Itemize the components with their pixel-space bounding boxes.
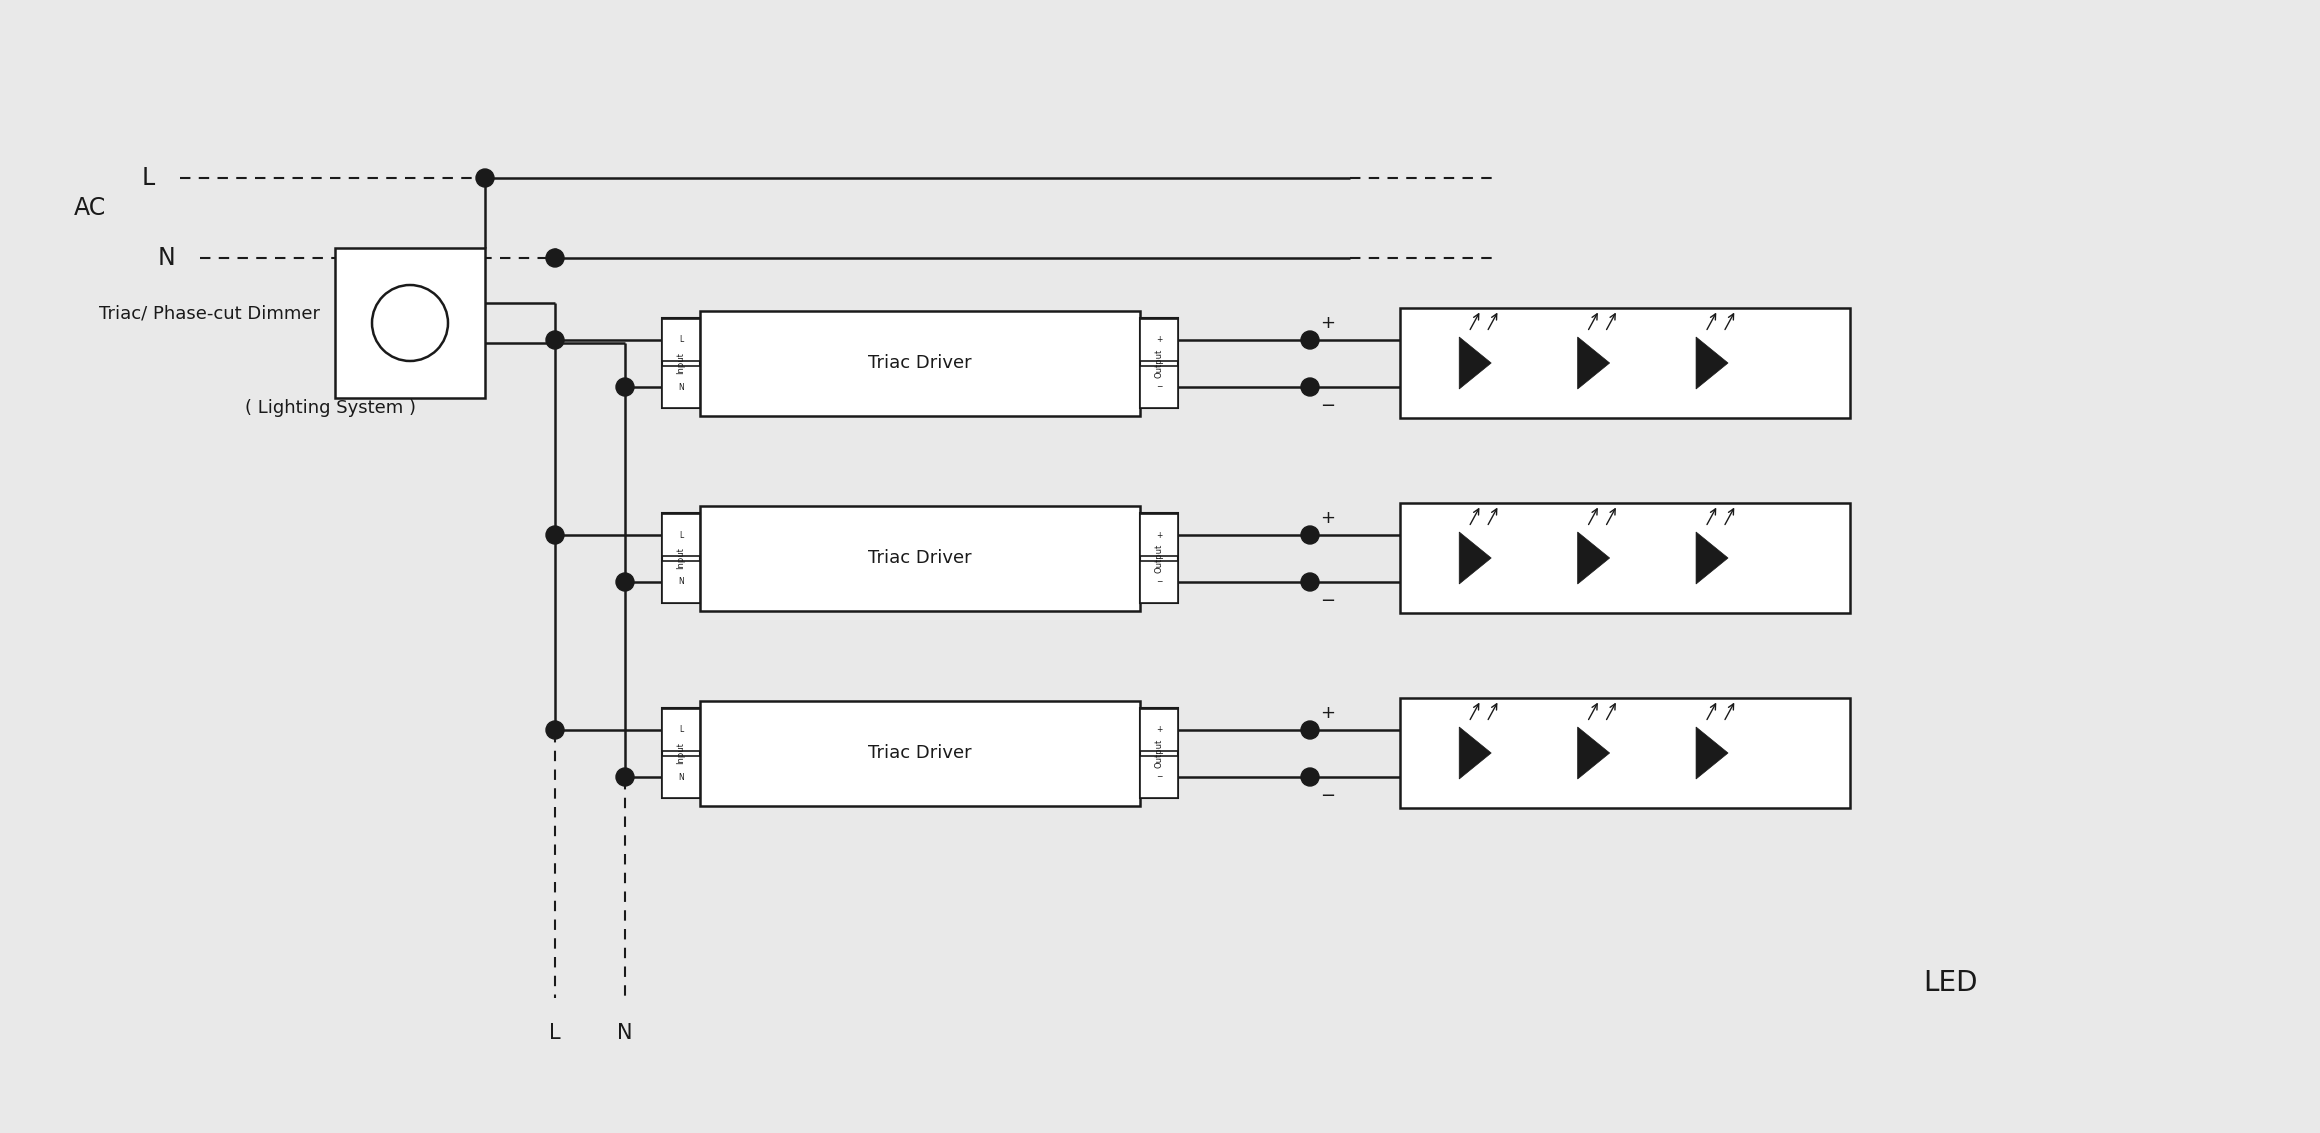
Bar: [1139, 320, 1179, 361]
Circle shape: [1302, 331, 1320, 349]
Polygon shape: [1459, 727, 1492, 780]
Bar: [1139, 709, 1179, 751]
Bar: [334, 248, 485, 398]
Circle shape: [545, 249, 564, 267]
Circle shape: [617, 378, 633, 397]
Circle shape: [617, 573, 633, 591]
Text: −: −: [1320, 787, 1334, 806]
Text: −: −: [1320, 593, 1334, 610]
Text: AC: AC: [74, 196, 107, 220]
Text: N: N: [617, 1023, 633, 1043]
Text: +: +: [1155, 335, 1162, 344]
Bar: [661, 320, 701, 361]
Bar: [1399, 698, 1849, 808]
Text: −: −: [1155, 578, 1162, 587]
Circle shape: [476, 169, 494, 187]
Circle shape: [1302, 378, 1320, 397]
Bar: [661, 561, 701, 603]
Bar: [661, 708, 701, 798]
Text: N: N: [677, 578, 684, 587]
Circle shape: [1302, 526, 1320, 544]
Circle shape: [1302, 721, 1320, 739]
Circle shape: [1302, 573, 1320, 591]
Text: N: N: [677, 383, 684, 392]
Text: N: N: [158, 246, 174, 270]
Bar: [1139, 513, 1179, 603]
Text: L: L: [680, 335, 682, 344]
Text: Input: Input: [677, 547, 684, 569]
Circle shape: [1302, 768, 1320, 786]
Text: Triac Driver: Triac Driver: [868, 353, 972, 372]
Text: Output: Output: [1155, 348, 1165, 377]
Bar: [661, 513, 701, 603]
Polygon shape: [1459, 533, 1492, 583]
Text: Triac Driver: Triac Driver: [868, 550, 972, 566]
Text: Output: Output: [1155, 739, 1165, 768]
Text: L: L: [680, 530, 682, 539]
Circle shape: [617, 768, 633, 786]
Circle shape: [545, 526, 564, 544]
Text: Triac/ Phase-cut Dimmer: Triac/ Phase-cut Dimmer: [100, 304, 320, 322]
Bar: [661, 756, 701, 798]
Polygon shape: [1696, 337, 1728, 389]
Text: L: L: [680, 725, 682, 734]
Polygon shape: [1578, 727, 1610, 780]
Text: N: N: [677, 773, 684, 782]
Polygon shape: [1696, 727, 1728, 780]
Text: Input: Input: [677, 352, 684, 374]
Bar: [661, 318, 701, 408]
Text: Output: Output: [1155, 544, 1165, 572]
Bar: [1399, 503, 1849, 613]
Circle shape: [545, 721, 564, 739]
Text: L: L: [142, 167, 155, 190]
Text: −: −: [1155, 773, 1162, 782]
Text: +: +: [1155, 725, 1162, 734]
Bar: [701, 505, 1139, 611]
Bar: [1139, 708, 1179, 798]
Bar: [1139, 318, 1179, 408]
Polygon shape: [1578, 533, 1610, 583]
Text: −: −: [1320, 397, 1334, 415]
Bar: [1139, 756, 1179, 798]
Bar: [1399, 308, 1849, 418]
Text: LED: LED: [1923, 969, 1977, 997]
Bar: [1139, 514, 1179, 556]
Text: +: +: [1320, 704, 1334, 722]
Text: Input: Input: [677, 742, 684, 764]
Polygon shape: [1578, 337, 1610, 389]
Bar: [661, 709, 701, 751]
Bar: [661, 366, 701, 408]
Polygon shape: [1696, 533, 1728, 583]
Bar: [701, 310, 1139, 416]
Text: Triac Driver: Triac Driver: [868, 744, 972, 763]
Text: +: +: [1155, 530, 1162, 539]
Text: −: −: [1155, 383, 1162, 392]
Bar: [661, 514, 701, 556]
Text: L: L: [550, 1023, 561, 1043]
Bar: [1139, 561, 1179, 603]
Polygon shape: [1459, 337, 1492, 389]
Circle shape: [545, 331, 564, 349]
Text: +: +: [1320, 314, 1334, 332]
Bar: [701, 700, 1139, 806]
Text: ( Lighting System ): ( Lighting System ): [246, 399, 415, 417]
Bar: [1139, 366, 1179, 408]
Text: +: +: [1320, 509, 1334, 527]
